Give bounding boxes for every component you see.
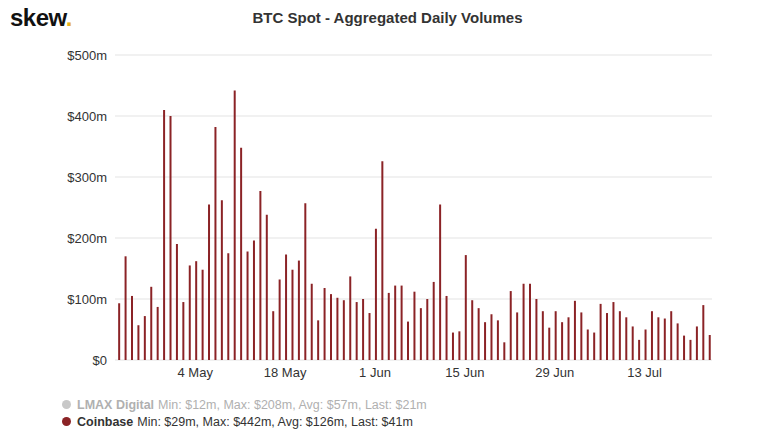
svg-text:$400m: $400m <box>67 109 107 124</box>
html-text:Coinbase Min: $29m, Max: $442m: Coinbase Min: $29m, Max: $442m, Avg: $12… <box>77 414 413 429</box>
svg-text:$300m: $300m <box>67 170 107 185</box>
svg-text:$500m: $500m <box>67 48 107 63</box>
svg-text:$100m: $100m <box>67 292 107 307</box>
svg-text:15 Jun: 15 Jun <box>445 365 484 380</box>
svg-text:$0: $0 <box>93 353 107 368</box>
html-text:BTC Spot - Aggregated Daily Vo: BTC Spot - Aggregated Daily Volumes <box>252 9 523 26</box>
svg-text:4 May: 4 May <box>178 365 214 380</box>
svg-text:29 Jun: 29 Jun <box>535 365 574 380</box>
html-text:LMAX Digital Min: $12m, Max: $: LMAX Digital Min: $12m, Max: $208m, Avg:… <box>77 397 427 412</box>
svg-text:1 Jun: 1 Jun <box>359 365 391 380</box>
svg-text:13 Jul: 13 Jul <box>627 365 662 380</box>
svg-text:18 May: 18 May <box>264 365 307 380</box>
html-text:skew.: skew. <box>10 4 72 31</box>
svg-text:$200m: $200m <box>67 231 107 246</box>
